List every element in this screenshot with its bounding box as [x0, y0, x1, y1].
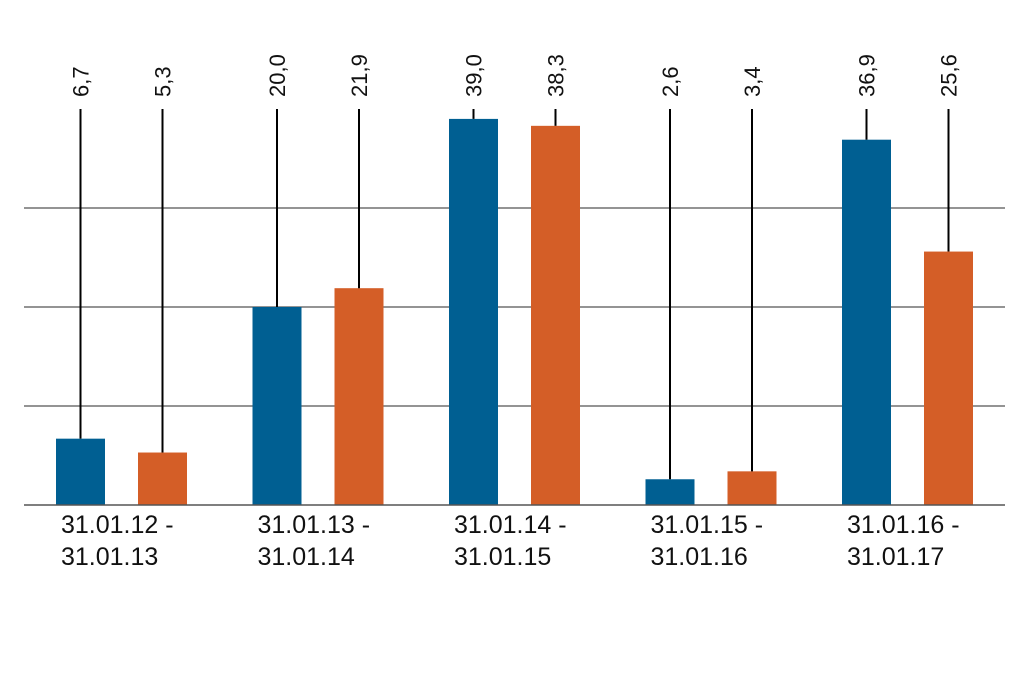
category-label-5-line-1: 31.01.16 - [847, 511, 960, 539]
bar-2-series-2 [334, 288, 384, 505]
value-label-1-1: 6,7 [69, 66, 94, 97]
bar-1-series-1 [56, 438, 105, 505]
category-label-4-line-1: 31.01.15 - [651, 511, 764, 539]
bar-5-series-2 [924, 251, 973, 505]
category-label-4-line-2: 31.01.16 [651, 543, 748, 571]
value-label-4-2: 3,4 [740, 66, 765, 97]
bars [56, 118, 973, 506]
category-label-5-line-2: 31.01.17 [847, 543, 944, 571]
value-label-1-2: 5,3 [151, 66, 176, 97]
bar-4-series-2 [727, 471, 777, 505]
category-label-3-line-2: 31.01.15 [454, 543, 551, 571]
value-label-5-1: 36,9 [855, 54, 880, 97]
value-label-4-1: 2,6 [658, 66, 683, 97]
bar-3-series-2 [531, 125, 580, 505]
value-labels: 6,7 5,3 20,0 21,9 39,0 38,3 2,6 3,4 36,9 25,6 [69, 54, 962, 97]
gridlines [24, 207, 1005, 407]
bar-1-series-2 [138, 452, 187, 505]
bar-3-series-1 [449, 118, 498, 506]
value-leader-lines [79, 109, 950, 480]
category-label-3-line-1: 31.01.14 - [454, 511, 567, 539]
value-label-2-2: 21,9 [347, 54, 372, 97]
category-label-2-line-1: 31.01.13 - [258, 511, 371, 539]
bar-5-series-1 [842, 139, 891, 505]
value-label-3-1: 39,0 [462, 54, 487, 97]
category-labels: 31.01.12 - 31.01.13 31.01.13 - 31.01.14 31.0… [61, 511, 960, 571]
category-label-1-line-2: 31.01.13 [61, 543, 158, 571]
category-label-2-line-2: 31.01.14 [258, 543, 355, 571]
bar-4-series-1 [645, 479, 695, 505]
value-label-3-2: 38,3 [544, 54, 569, 97]
category-label-1-line-1: 31.01.12 - [61, 511, 174, 539]
bar-2-series-1 [252, 307, 302, 505]
value-label-2-1: 20,0 [265, 54, 290, 97]
value-label-5-2: 25,6 [937, 54, 962, 97]
